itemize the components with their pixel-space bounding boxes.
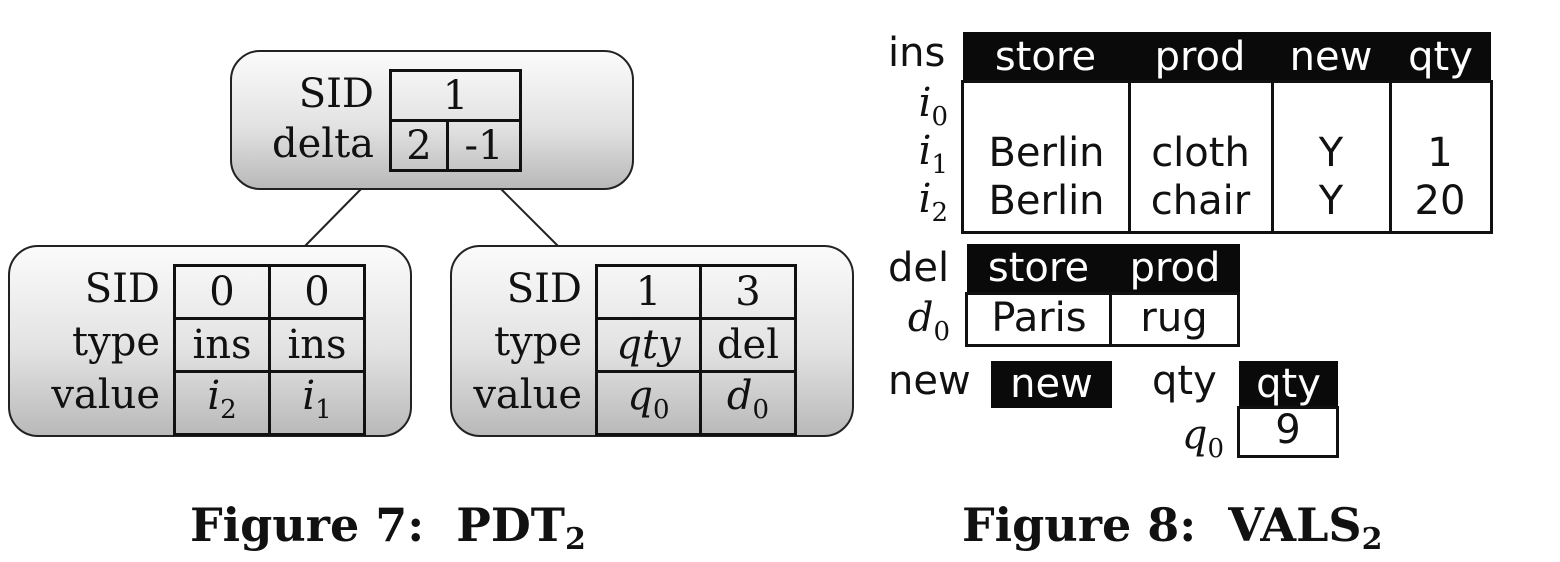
new-col-new: new — [991, 361, 1112, 407]
right-value-1: d0 — [699, 370, 797, 436]
left-type-0: ins — [173, 317, 271, 373]
right-type-1: del — [699, 317, 797, 373]
ins-cell-r2-prod: chair — [1150, 178, 1251, 224]
del-relation-name: del — [888, 245, 950, 291]
ins-cell-r2-qty: 20 — [1414, 178, 1466, 224]
figure-7-caption: Figure 7: PDT2 — [190, 498, 586, 557]
ins-relation-name: ins — [888, 30, 946, 76]
ins-cell-r1-qty: 1 — [1427, 130, 1453, 176]
right-sid-1: 3 — [699, 264, 797, 320]
right-value-0: q0 — [595, 370, 702, 436]
del-col-store: store — [967, 245, 1110, 291]
del-body: Paris rug — [965, 292, 1240, 347]
left-sid-0: 0 — [173, 264, 271, 320]
ins-divider-1 — [1128, 83, 1131, 231]
right-sid-label: SID — [506, 266, 582, 312]
left-value-0: i2 — [173, 370, 271, 436]
del-cell-store: Paris — [991, 295, 1087, 341]
root-node: SID delta 1 2 -1 — [230, 50, 634, 190]
ins-row-label-1: i1 — [918, 128, 948, 180]
left-sid-1: 0 — [268, 264, 366, 320]
del-cell-prod: rug — [1140, 295, 1208, 341]
left-value-1: i1 — [268, 370, 366, 436]
left-type-label: type — [72, 319, 160, 365]
left-value-label: value — [51, 372, 160, 418]
left-type-1: ins — [268, 317, 366, 373]
ins-cell-r2-store: Berlin — [988, 178, 1105, 224]
ins-cell-r1-prod: cloth — [1151, 130, 1250, 176]
edge-root-left — [304, 187, 363, 247]
figure-8-caption: Figure 8: VALS2 — [962, 498, 1383, 557]
del-divider-1 — [1109, 295, 1112, 344]
root-sid-value: 1 — [389, 69, 522, 122]
ins-col-new: new — [1272, 34, 1390, 80]
root-sid-label: SID — [298, 71, 374, 117]
ins-body: Berlin cloth Y 1 Berlin chair Y 20 — [961, 80, 1493, 234]
del-row-label-0: d0 — [907, 295, 950, 347]
ins-col-store: store — [963, 34, 1128, 80]
left-node: SID type value 0 0 ins ins i2 i1 — [8, 245, 412, 437]
root-delta-1: -1 — [446, 119, 522, 172]
left-sid-label: SID — [84, 266, 160, 312]
new-header: new — [991, 361, 1112, 408]
right-value-label: value — [473, 372, 582, 418]
ins-divider-2 — [1271, 83, 1274, 231]
new-relation-name: new — [888, 358, 971, 404]
figure-7-caption-text: Figure 7: PDT — [190, 498, 565, 552]
qty-row-label-0: q0 — [1181, 412, 1224, 464]
ins-divider-3 — [1389, 83, 1392, 231]
root-delta-label: delta — [272, 121, 374, 167]
ins-row-label-0: i0 — [918, 80, 948, 132]
ins-cell-r2-new: Y — [1318, 178, 1344, 224]
figure-8-caption-text: Figure 8: VALS — [962, 498, 1362, 552]
root-delta-0: 2 — [389, 119, 449, 172]
ins-cell-r1-store: Berlin — [988, 130, 1105, 176]
qty-relation-name: qty — [1152, 358, 1217, 404]
right-sid-0: 1 — [595, 264, 702, 320]
qty-col-qty: qty — [1239, 361, 1338, 407]
qty-header: qty — [1239, 361, 1338, 408]
qty-cell-value: 9 — [1275, 407, 1301, 453]
right-grid: 1 3 qty del q0 d0 — [595, 264, 797, 436]
right-node: SID type value 1 3 qty del q0 d0 — [450, 245, 854, 437]
ins-header: store prod new qty — [963, 32, 1491, 82]
right-type-label: type — [494, 319, 582, 365]
left-grid: 0 0 ins ins i2 i1 — [173, 264, 366, 436]
ins-row-label-2: i2 — [918, 176, 948, 228]
ins-cell-r1-new: Y — [1318, 130, 1344, 176]
ins-col-prod: prod — [1128, 34, 1272, 80]
del-col-prod: prod — [1110, 245, 1240, 291]
root-grid: 1 2 -1 — [389, 69, 522, 172]
right-type-0: qty — [595, 317, 702, 373]
ins-col-qty: qty — [1390, 34, 1491, 80]
qty-body: 9 — [1237, 406, 1339, 458]
figure-7-caption-sub: 2 — [565, 522, 586, 557]
edge-root-right — [499, 187, 559, 247]
figure-8-caption-sub: 2 — [1361, 522, 1383, 557]
del-header: store prod — [967, 244, 1240, 292]
